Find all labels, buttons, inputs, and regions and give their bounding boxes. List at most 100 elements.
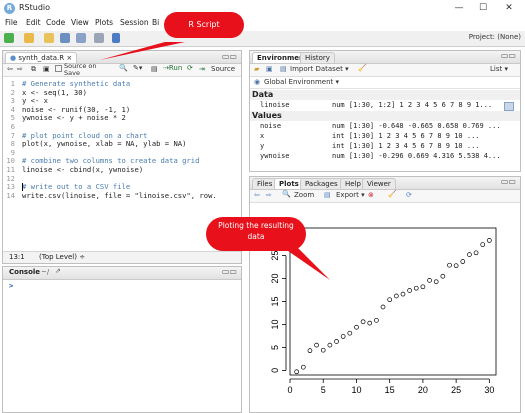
menu-session[interactable]: Session xyxy=(120,18,149,27)
compile-icon[interactable]: ▤ xyxy=(151,65,158,73)
data-point xyxy=(387,297,393,303)
title-bar: R RStudio — ☐ ✕ xyxy=(0,0,525,18)
go-to-icon[interactable] xyxy=(112,33,120,43)
console-jump-icon[interactable]: ⇗ xyxy=(55,267,61,275)
view-data-icon[interactable] xyxy=(504,102,514,111)
menu-edit[interactable]: Edit xyxy=(26,18,41,27)
plots-toolbar: ⇦ ⇨ 🔍 Zoom ▤ Export ▾ ⊗ 🧹 ⟳ xyxy=(250,190,520,203)
code-line[interactable]: 13 # write out to a CSV file xyxy=(3,182,130,192)
source-on-save-checkbox[interactable] xyxy=(55,65,62,72)
code-line[interactable]: 11 linoise <- cbind(x, ywnoise) xyxy=(3,165,144,175)
save-icon[interactable] xyxy=(60,33,70,43)
import-dataset-button[interactable]: Import Dataset ▾ xyxy=(290,65,349,73)
save-all-icon[interactable] xyxy=(76,33,86,43)
editor-tabbar: ● synth_data.R × ▭▭ xyxy=(3,51,241,64)
env-row-noise[interactable]: noise num [1:30] -0.648 -0.665 0.658 0.7… xyxy=(250,122,520,131)
close-button[interactable]: ✕ xyxy=(505,3,513,13)
print-icon[interactable] xyxy=(94,33,104,43)
env-var-value: num [1:30, 1:2] 1 2 3 4 5 6 7 8 9 1... xyxy=(332,101,493,109)
pane-minmax-icon[interactable]: ▭▭ xyxy=(221,52,237,61)
env-minmax-icon[interactable]: ▭▭ xyxy=(500,51,516,60)
global-environment-selector[interactable]: Global Environment ▾ xyxy=(264,78,339,86)
list-view-selector[interactable]: List ▾ xyxy=(490,65,508,73)
clear-plots-icon[interactable]: 🧹 xyxy=(388,190,397,198)
tab-synth-data[interactable]: ● synth_data.R × xyxy=(5,52,78,63)
refresh-plot-icon[interactable]: ⟳ xyxy=(406,191,412,199)
tab-viewer[interactable]: Viewer xyxy=(362,178,396,189)
env-row-x[interactable]: x int [1:30] 1 2 3 4 5 6 7 8 9 10 ... xyxy=(250,132,520,141)
search-icon[interactable]: 🔍 xyxy=(119,64,128,72)
minimize-button[interactable]: — xyxy=(454,3,464,13)
open-file-icon[interactable] xyxy=(44,33,54,43)
console-prompt[interactable]: > xyxy=(9,281,14,290)
line-text: write.csv(linoise, file = "linoise.csv",… xyxy=(22,190,217,200)
files-tabbar: Files Plots Packages Help Viewer ▭▭ xyxy=(250,177,520,190)
code-line[interactable]: 1 # Generate synthetic data xyxy=(3,79,131,89)
zoom-icon[interactable]: 🔍 xyxy=(282,190,291,198)
previous-plot-icon[interactable]: ⇦ xyxy=(254,191,260,199)
menu-code[interactable]: Code xyxy=(46,18,66,27)
menu-plots[interactable]: Plots xyxy=(95,18,114,27)
console-minmax-icon[interactable]: ▭▭ xyxy=(221,267,237,276)
code-line[interactable]: 8 plot(x, ywnoise, xlab = NA, ylab = NA) xyxy=(3,139,187,149)
menu-file[interactable]: File xyxy=(5,18,18,27)
zoom-button[interactable]: Zoom xyxy=(294,191,315,199)
code-line[interactable]: 6 xyxy=(3,122,22,132)
rerun-icon[interactable]: ⟳ xyxy=(187,64,193,72)
run-icon[interactable]: ⇢Run xyxy=(163,64,183,72)
tab-packages[interactable]: Packages xyxy=(300,178,343,189)
import-dataset-icon[interactable]: ▤ xyxy=(280,65,287,73)
export-icon[interactable]: ▤ xyxy=(324,191,331,199)
code-line[interactable]: 14 write.csv(linoise, file = "linoise.csv… xyxy=(3,190,217,201)
next-plot-icon[interactable]: ⇨ xyxy=(266,191,272,199)
code-line[interactable]: 9 xyxy=(3,148,22,158)
open-project-icon[interactable] xyxy=(24,33,34,43)
data-point xyxy=(433,279,439,285)
remove-plot-icon[interactable]: ⊗ xyxy=(368,191,374,199)
close-tab-icon[interactable]: × xyxy=(66,54,73,62)
env-row-y[interactable]: y int [1:30] 1 2 3 4 5 6 7 8 9 10 ... xyxy=(250,142,520,151)
code-tools-icon[interactable]: ✎▾ xyxy=(133,64,143,72)
console-tab[interactable]: Console xyxy=(9,268,41,276)
new-file-icon[interactable] xyxy=(4,33,14,43)
scatter-plot: 0 5 10 15 20 25 30 0 5 10 15 20 25 xyxy=(270,227,497,395)
back-icon[interactable]: ⇦ xyxy=(7,65,13,73)
data-point xyxy=(460,259,466,264)
menu-build[interactable]: Bi xyxy=(152,18,160,27)
source-button[interactable]: Source xyxy=(211,65,236,73)
code-line[interactable]: 12 xyxy=(3,174,22,184)
clear-workspace-icon[interactable]: 🧹 xyxy=(358,64,367,72)
env-row-ywnoise[interactable]: ywnoise num [1:30] -0.296 0.669 4.316 5.… xyxy=(250,152,520,161)
data-point xyxy=(427,278,432,283)
code-line[interactable]: 5 ywnoise <- y + noise * 2 xyxy=(3,114,126,123)
environment-tabbar: Environment History ▭▭ xyxy=(250,51,520,64)
line-text: linoise <- cbind(x, ywnoise) xyxy=(22,165,144,174)
code-line[interactable]: 4 noise <- runif(30, -1, 1) xyxy=(3,105,131,115)
code-line[interactable]: 3 y <- x xyxy=(3,96,48,106)
show-in-window-icon[interactable]: ⧉ xyxy=(31,65,36,73)
env-row-linoise[interactable]: linoise num [1:30, 1:2] 1 2 3 4 5 6 7 8 … xyxy=(250,101,520,111)
cursor-position: 13:1 xyxy=(9,253,25,261)
source-arrow-icon[interactable]: ⇥ xyxy=(199,65,205,73)
tab-history[interactable]: History xyxy=(300,52,335,63)
save-file-icon[interactable]: ▣ xyxy=(43,65,50,73)
files-plots-pane: Files Plots Packages Help Viewer ▭▭ ⇦ ⇨ … xyxy=(249,176,521,413)
export-button[interactable]: Export ▾ xyxy=(336,191,365,199)
data-point xyxy=(407,288,412,293)
load-workspace-icon[interactable]: ▰ xyxy=(254,65,260,73)
code-line[interactable]: 7 # plot point cloud on a chart xyxy=(3,130,148,141)
rstudio-logo-icon: R xyxy=(4,3,15,14)
save-workspace-icon[interactable]: ▣ xyxy=(266,65,273,73)
project-selector[interactable]: Project: (None) xyxy=(468,33,521,41)
data-point xyxy=(467,252,472,257)
code-line[interactable]: 2 x <- seq(1, 30) xyxy=(3,88,87,98)
plots-minmax-icon[interactable]: ▭▭ xyxy=(500,177,516,186)
maximize-button[interactable]: ☐ xyxy=(478,3,488,13)
scope-selector[interactable]: (Top Level) ÷ xyxy=(39,253,86,261)
forward-icon[interactable]: ⇨ xyxy=(17,65,23,73)
menu-view[interactable]: View xyxy=(71,18,89,27)
data-point xyxy=(354,324,359,330)
code-line[interactable]: 10 # combine two columns to create data g… xyxy=(3,157,199,166)
code-area[interactable]: 1 # Generate synthetic data 2 x <- seq(1, 3… xyxy=(3,77,241,247)
line-text: # plot point cloud on a chart xyxy=(22,130,148,140)
